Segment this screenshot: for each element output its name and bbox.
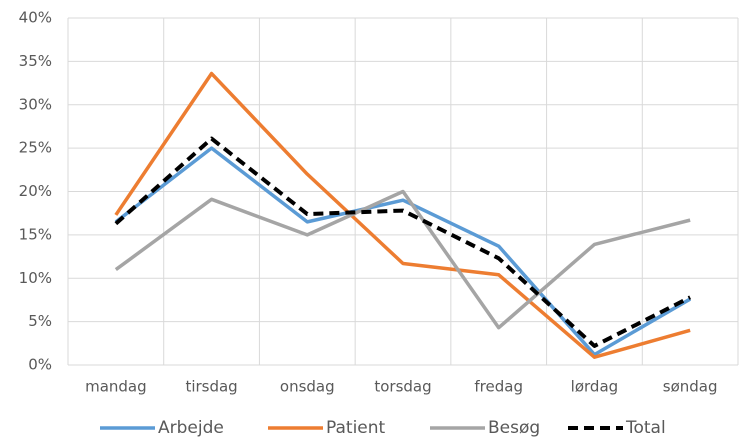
y-tick-label: 25%: [19, 139, 52, 157]
legend-label: Arbejde: [158, 418, 224, 438]
legend-label: Total: [625, 418, 666, 438]
y-tick-label: 30%: [19, 95, 52, 113]
y-tick-label: 40%: [19, 9, 52, 27]
y-tick-label: 10%: [19, 269, 52, 287]
y-tick-label: 5%: [28, 312, 52, 330]
x-tick-label: fredag: [474, 378, 523, 396]
series-line: [114, 136, 692, 348]
y-tick-label: 35%: [19, 52, 52, 70]
x-tick-label: tirsdag: [185, 378, 237, 396]
series-line: [114, 146, 692, 357]
x-tick-label: torsdag: [374, 378, 431, 396]
legend-label: Besøg: [488, 418, 540, 438]
x-tick-label: søndag: [663, 378, 718, 396]
x-tick-label: lørdag: [571, 378, 618, 396]
x-tick-label: onsdag: [280, 378, 335, 396]
y-tick-label: 0%: [28, 356, 52, 374]
series-line: [114, 71, 691, 359]
legend-label: Patient: [326, 418, 386, 438]
y-tick-label: 20%: [19, 182, 52, 200]
series-line: [114, 189, 691, 330]
x-tick-label: mandag: [85, 378, 147, 396]
y-tick-label: 15%: [19, 225, 52, 243]
